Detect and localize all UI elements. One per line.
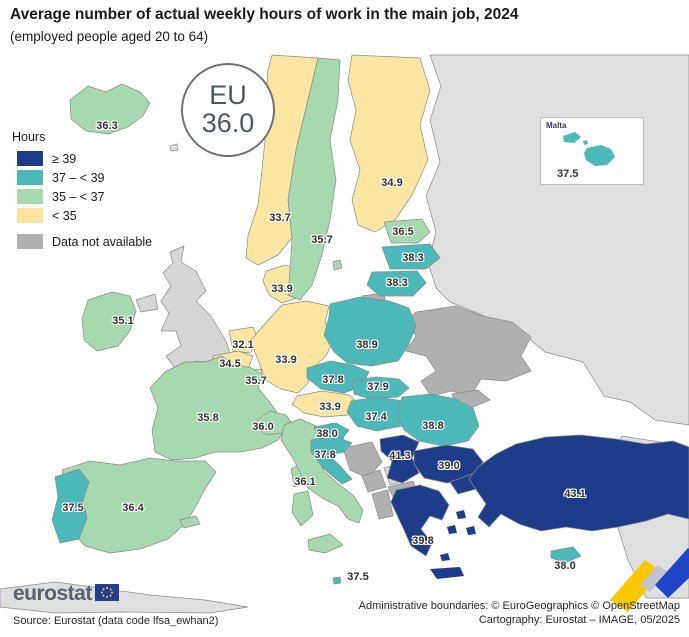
greek-island-3 [466, 526, 476, 535]
eu-badge-label: EU [209, 80, 247, 110]
country-shape-ireland [81, 291, 137, 352]
country-shape-slovakia [351, 376, 410, 400]
legend-swatch-37-39 [17, 170, 43, 185]
legend-item-37-39: 37 – < 39 [12, 168, 152, 187]
country-shape-bosnia [342, 441, 383, 479]
eu-average-badge: EU 36.0 [181, 63, 275, 157]
malta-inset-gozo [563, 132, 581, 143]
map-credits: Administrative boundaries: © EuroGeograp… [359, 599, 680, 627]
country-shape-romania [396, 393, 480, 447]
country-shape-spain [61, 457, 217, 554]
country-shape-montenegro [361, 469, 387, 493]
header: Average number of actual weekly hours of… [10, 6, 518, 44]
country-shape-austria [291, 390, 360, 418]
ribbon-gray-chevron [640, 565, 668, 592]
malta-inset-comino [583, 140, 588, 145]
country-shape-sicily [307, 533, 344, 554]
country-shape-croatia [310, 435, 353, 485]
country-shape-gotland [332, 259, 343, 271]
country-shape-iceland [69, 83, 151, 135]
country-shape-poland [323, 296, 417, 367]
legend-item-lt35: < 35 [12, 206, 152, 225]
country-shape-united-kingdom [160, 245, 232, 370]
legend-title: Hours [12, 130, 46, 144]
legend-item-nodata: Data not available [12, 232, 152, 251]
legend-label-37-39: 37 – < 39 [52, 170, 105, 185]
country-shape-turkey [468, 434, 689, 532]
country-shape-finland [347, 54, 431, 233]
legend-label-nodata: Data not available [52, 234, 153, 249]
country-shape-sweden [287, 57, 341, 301]
legend-item-35-37: 35 – < 37 [12, 187, 152, 206]
legend-swatch-lt35 [17, 208, 43, 223]
cartography-credit: Cartography: Eurostat – IMAGE, 05/2025 [478, 614, 680, 626]
malta-inset-title: Malta [546, 121, 567, 130]
eu-flag-icon [94, 584, 119, 606]
greek-island-1 [456, 510, 466, 519]
legend-swatch-ge39 [17, 151, 43, 166]
country-shape-balearic [179, 515, 201, 529]
country-shape-northern-ireland [135, 293, 159, 313]
country-shape-slovenia [313, 422, 350, 442]
legend-item-ge39: ≥ 39 [12, 149, 152, 168]
country-shape-lithuania [366, 270, 427, 297]
legend-label-35-37: 35 – < 37 [52, 189, 105, 204]
page-title: Average number of actual weekly hours of… [10, 6, 519, 23]
country-shape-latvia [381, 243, 441, 270]
eu-badge-value: 36.0 [201, 108, 255, 138]
admin-boundaries-credit: Administrative boundaries: © EuroGeograp… [358, 600, 680, 612]
malta-inset-value: 37.5 [557, 168, 579, 180]
country-shape-north-africa [0, 581, 249, 614]
ribbon-blue [655, 548, 689, 598]
country-shape-portugal [51, 468, 90, 544]
country-shape-sardinia [291, 490, 314, 527]
country-shape-albania [371, 489, 394, 520]
malta-inset-malta [584, 145, 615, 166]
malta-inset-map [563, 132, 615, 166]
greek-island-4 [440, 553, 450, 561]
legend-label-ge39: ≥ 39 [52, 151, 77, 166]
country-shape-malta [332, 576, 342, 585]
legend-swatch-35-37 [17, 189, 43, 204]
greek-island-2 [447, 525, 457, 534]
country-shape-cyprus [550, 546, 582, 564]
eurostat-wordmark: eurostat [13, 582, 92, 605]
page-subtitle: (employed people aged 20 to 64) [10, 29, 209, 44]
eurostat-logo: eurostat [13, 582, 119, 606]
ribbon-yellow [610, 560, 662, 612]
source-note: Source: Eurostat (data code lfsa_ewhan2) [13, 615, 219, 627]
legend-swatch-nodata [17, 234, 43, 249]
greek-island-crete [430, 567, 464, 579]
flag-stars [100, 587, 113, 598]
country-shape-estonia [383, 218, 431, 244]
malta-inset: Malta 37.5 [540, 117, 644, 185]
map-legend: Hours ≥ 39 37 – < 39 35 – < 37 < 35 Data… [12, 130, 152, 251]
country-shape-greece [390, 484, 450, 557]
legend-label-lt35: < 35 [52, 208, 77, 223]
country-shape-faroe [169, 143, 179, 152]
country-shape-serbia [379, 434, 420, 484]
